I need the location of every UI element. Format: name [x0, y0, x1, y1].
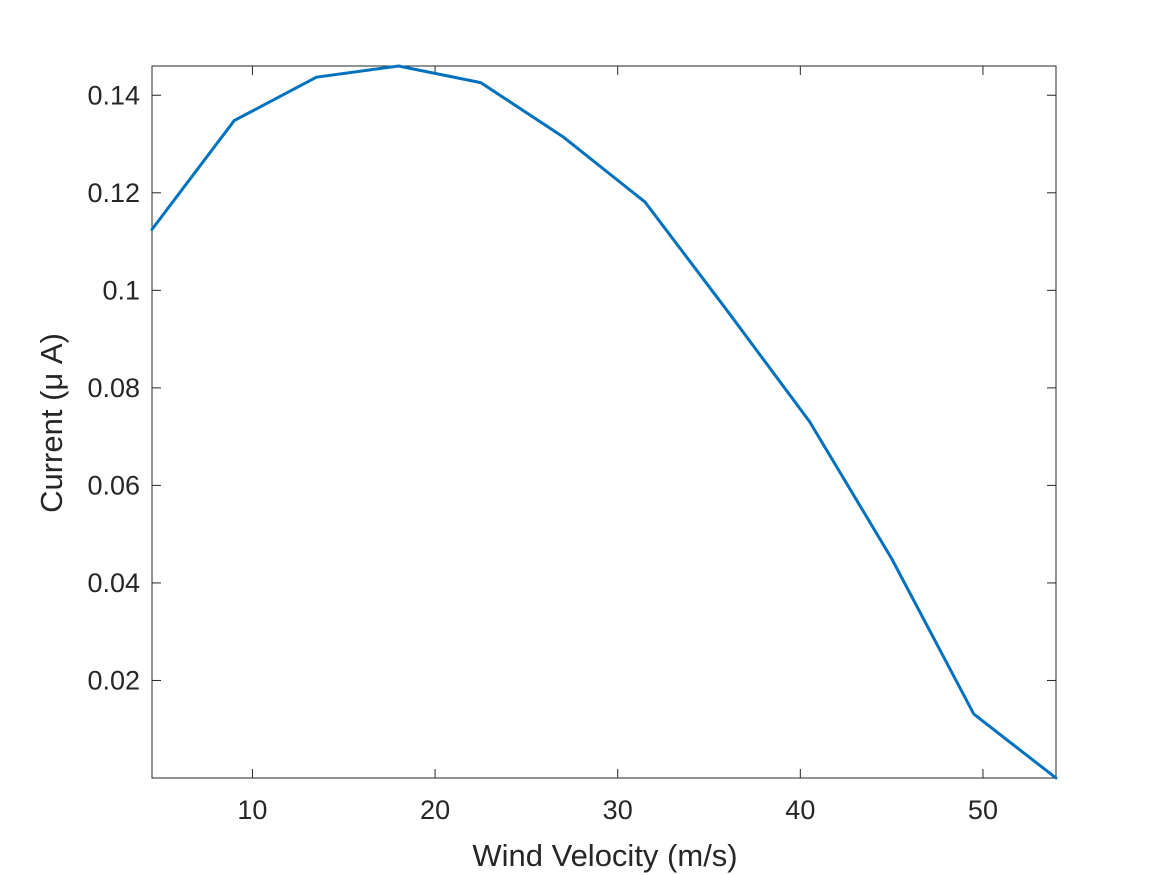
- x-tick-label: 40: [785, 795, 815, 825]
- series-layer: [150, 64, 1058, 780]
- y-tick-label: 0.02: [87, 665, 140, 695]
- y-axis-title: Current (μ A): [34, 333, 69, 513]
- x-tick-label: 10: [237, 795, 267, 825]
- axes: 10 20 30 40 50 0.02 0.04 0.06 0.08 0.1 0.12 0.14: [87, 65, 1057, 825]
- y-tick-label: 0.08: [87, 373, 140, 403]
- y-tick-label: 0.12: [87, 178, 140, 208]
- y-tick-label: 0.04: [87, 568, 140, 598]
- series-line: [150, 64, 1058, 780]
- y-tick-label: 0.1: [102, 275, 140, 305]
- plot-box: [151, 65, 1057, 779]
- x-tick-label: 20: [420, 795, 450, 825]
- x-axis-title: Wind Velocity (m/s): [472, 838, 737, 873]
- y-tick-label: 0.14: [87, 80, 140, 110]
- y-tick-label: 0.06: [87, 470, 140, 500]
- x-tick-label: 30: [603, 795, 633, 825]
- axis-labels: Wind Velocity (m/s) Current (μ A): [34, 333, 738, 873]
- x-tick-label: 50: [968, 795, 998, 825]
